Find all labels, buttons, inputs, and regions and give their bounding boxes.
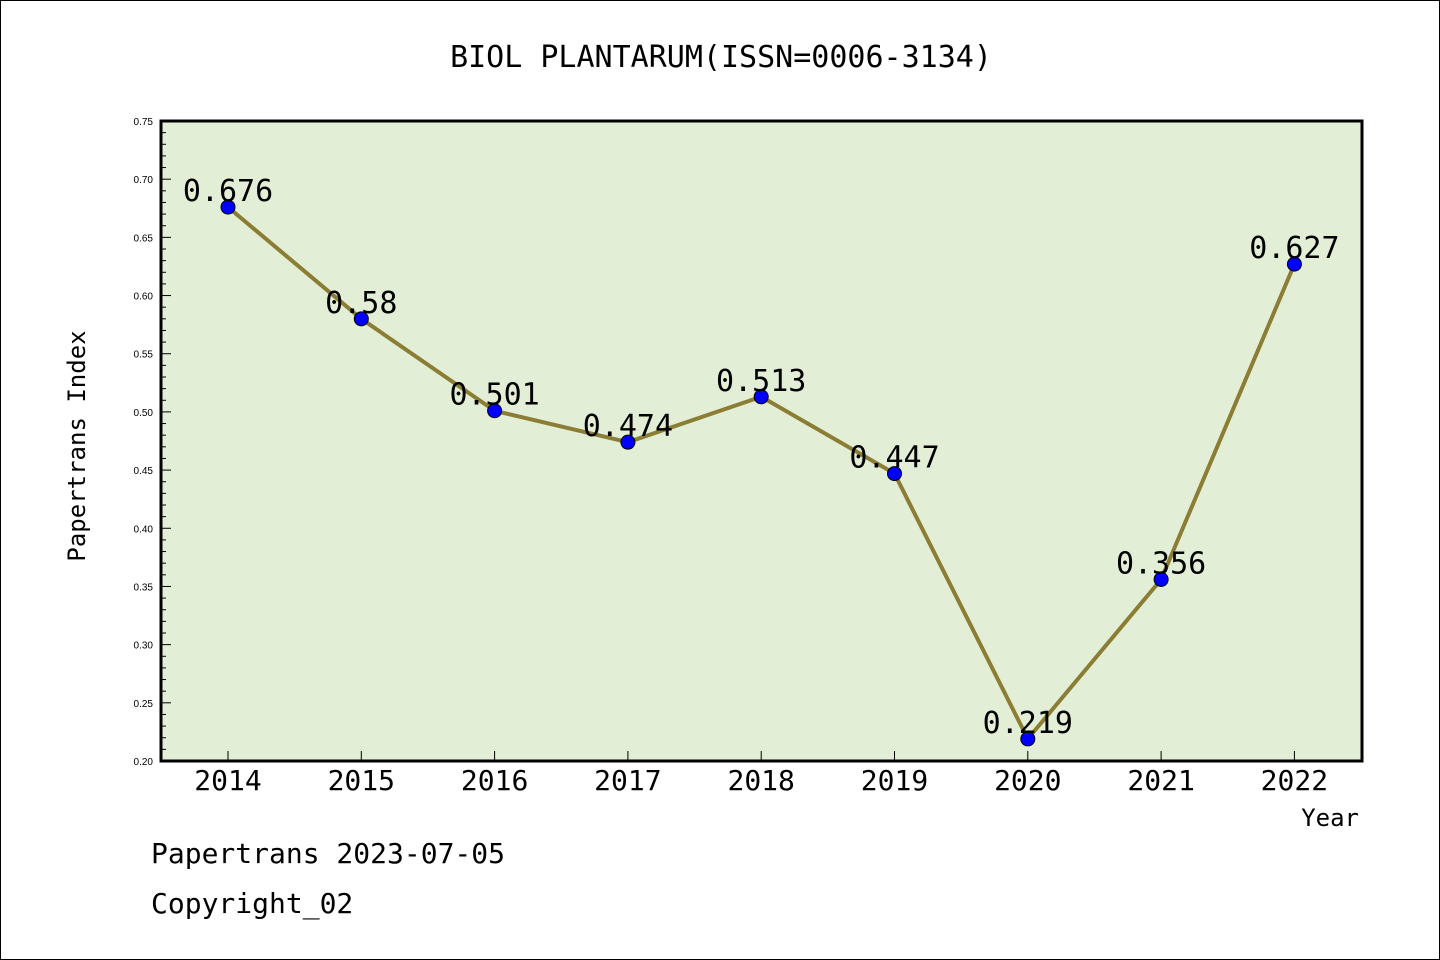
x-tick-label: 2017 (594, 764, 661, 797)
data-point-marker (220, 199, 236, 215)
x-axis: 2014 2015 2016 2017 2018 2019 2020 2021 2022 (194, 751, 1328, 797)
y-tick-label: 0.50 (134, 408, 154, 419)
data-label: 0.627 (1249, 231, 1339, 266)
data-label: 0.676 (183, 174, 273, 209)
data-label: 0.474 (583, 409, 673, 444)
x-tick-label: 2020 (994, 764, 1061, 797)
x-tick-label: 2021 (1127, 764, 1194, 797)
plot-area (159, 119, 1364, 763)
series-group: 0.676 0.58 0.501 0.474 0.513 0.447 0.219 0.356 0… (183, 174, 1340, 747)
y-axis: 0.20 0.25 0.30 0.35 0.40 0.45 0.50 0.55 0.60 0.65… (134, 117, 171, 768)
data-label: 0.356 (1116, 546, 1206, 581)
y-tick-label: 0.70 (134, 175, 154, 186)
chart-title: BIOL PLANTARUM(ISSN=0006-3134) (450, 40, 992, 75)
x-tick-label: 2015 (328, 764, 395, 797)
x-tick-label: 2022 (1261, 764, 1328, 797)
data-point-marker (487, 403, 503, 419)
footer-date: Papertrans 2023-07-05 (151, 837, 506, 870)
y-tick-label: 0.35 (134, 582, 154, 593)
footer-copyright: Copyright_02 (151, 887, 354, 920)
y-tick-label: 0.40 (134, 524, 154, 535)
data-label: 0.513 (716, 364, 806, 399)
x-axis-label: Year (1301, 804, 1359, 832)
y-tick-label: 0.45 (134, 466, 154, 477)
data-point-marker (1286, 256, 1302, 272)
data-label: 0.447 (849, 441, 939, 476)
data-point-marker (1153, 571, 1169, 587)
data-point-marker (887, 466, 902, 482)
y-tick-label: 0.30 (134, 641, 154, 652)
y-axis-label: Papertrans Index (63, 330, 91, 561)
x-tick-label: 2019 (861, 764, 928, 797)
data-point-marker (1020, 731, 1036, 747)
y-tick-label: 0.20 (134, 757, 154, 768)
data-point-marker (753, 389, 769, 405)
y-tick-label: 0.65 (134, 233, 154, 244)
data-point-marker (353, 311, 369, 327)
x-tick-label: 2018 (727, 764, 794, 797)
data-label: 0.501 (449, 378, 539, 413)
y-tick-label: 0.60 (134, 292, 154, 303)
x-tick-label: 2014 (194, 764, 261, 797)
data-point-marker (620, 434, 636, 450)
y-tick-label: 0.55 (134, 350, 154, 361)
y-tick-label: 0.75 (134, 117, 154, 128)
data-label: 0.219 (983, 706, 1073, 741)
y-tick-label: 0.25 (134, 699, 154, 710)
data-label: 0.58 (325, 286, 397, 321)
x-tick-label: 2016 (461, 764, 528, 797)
